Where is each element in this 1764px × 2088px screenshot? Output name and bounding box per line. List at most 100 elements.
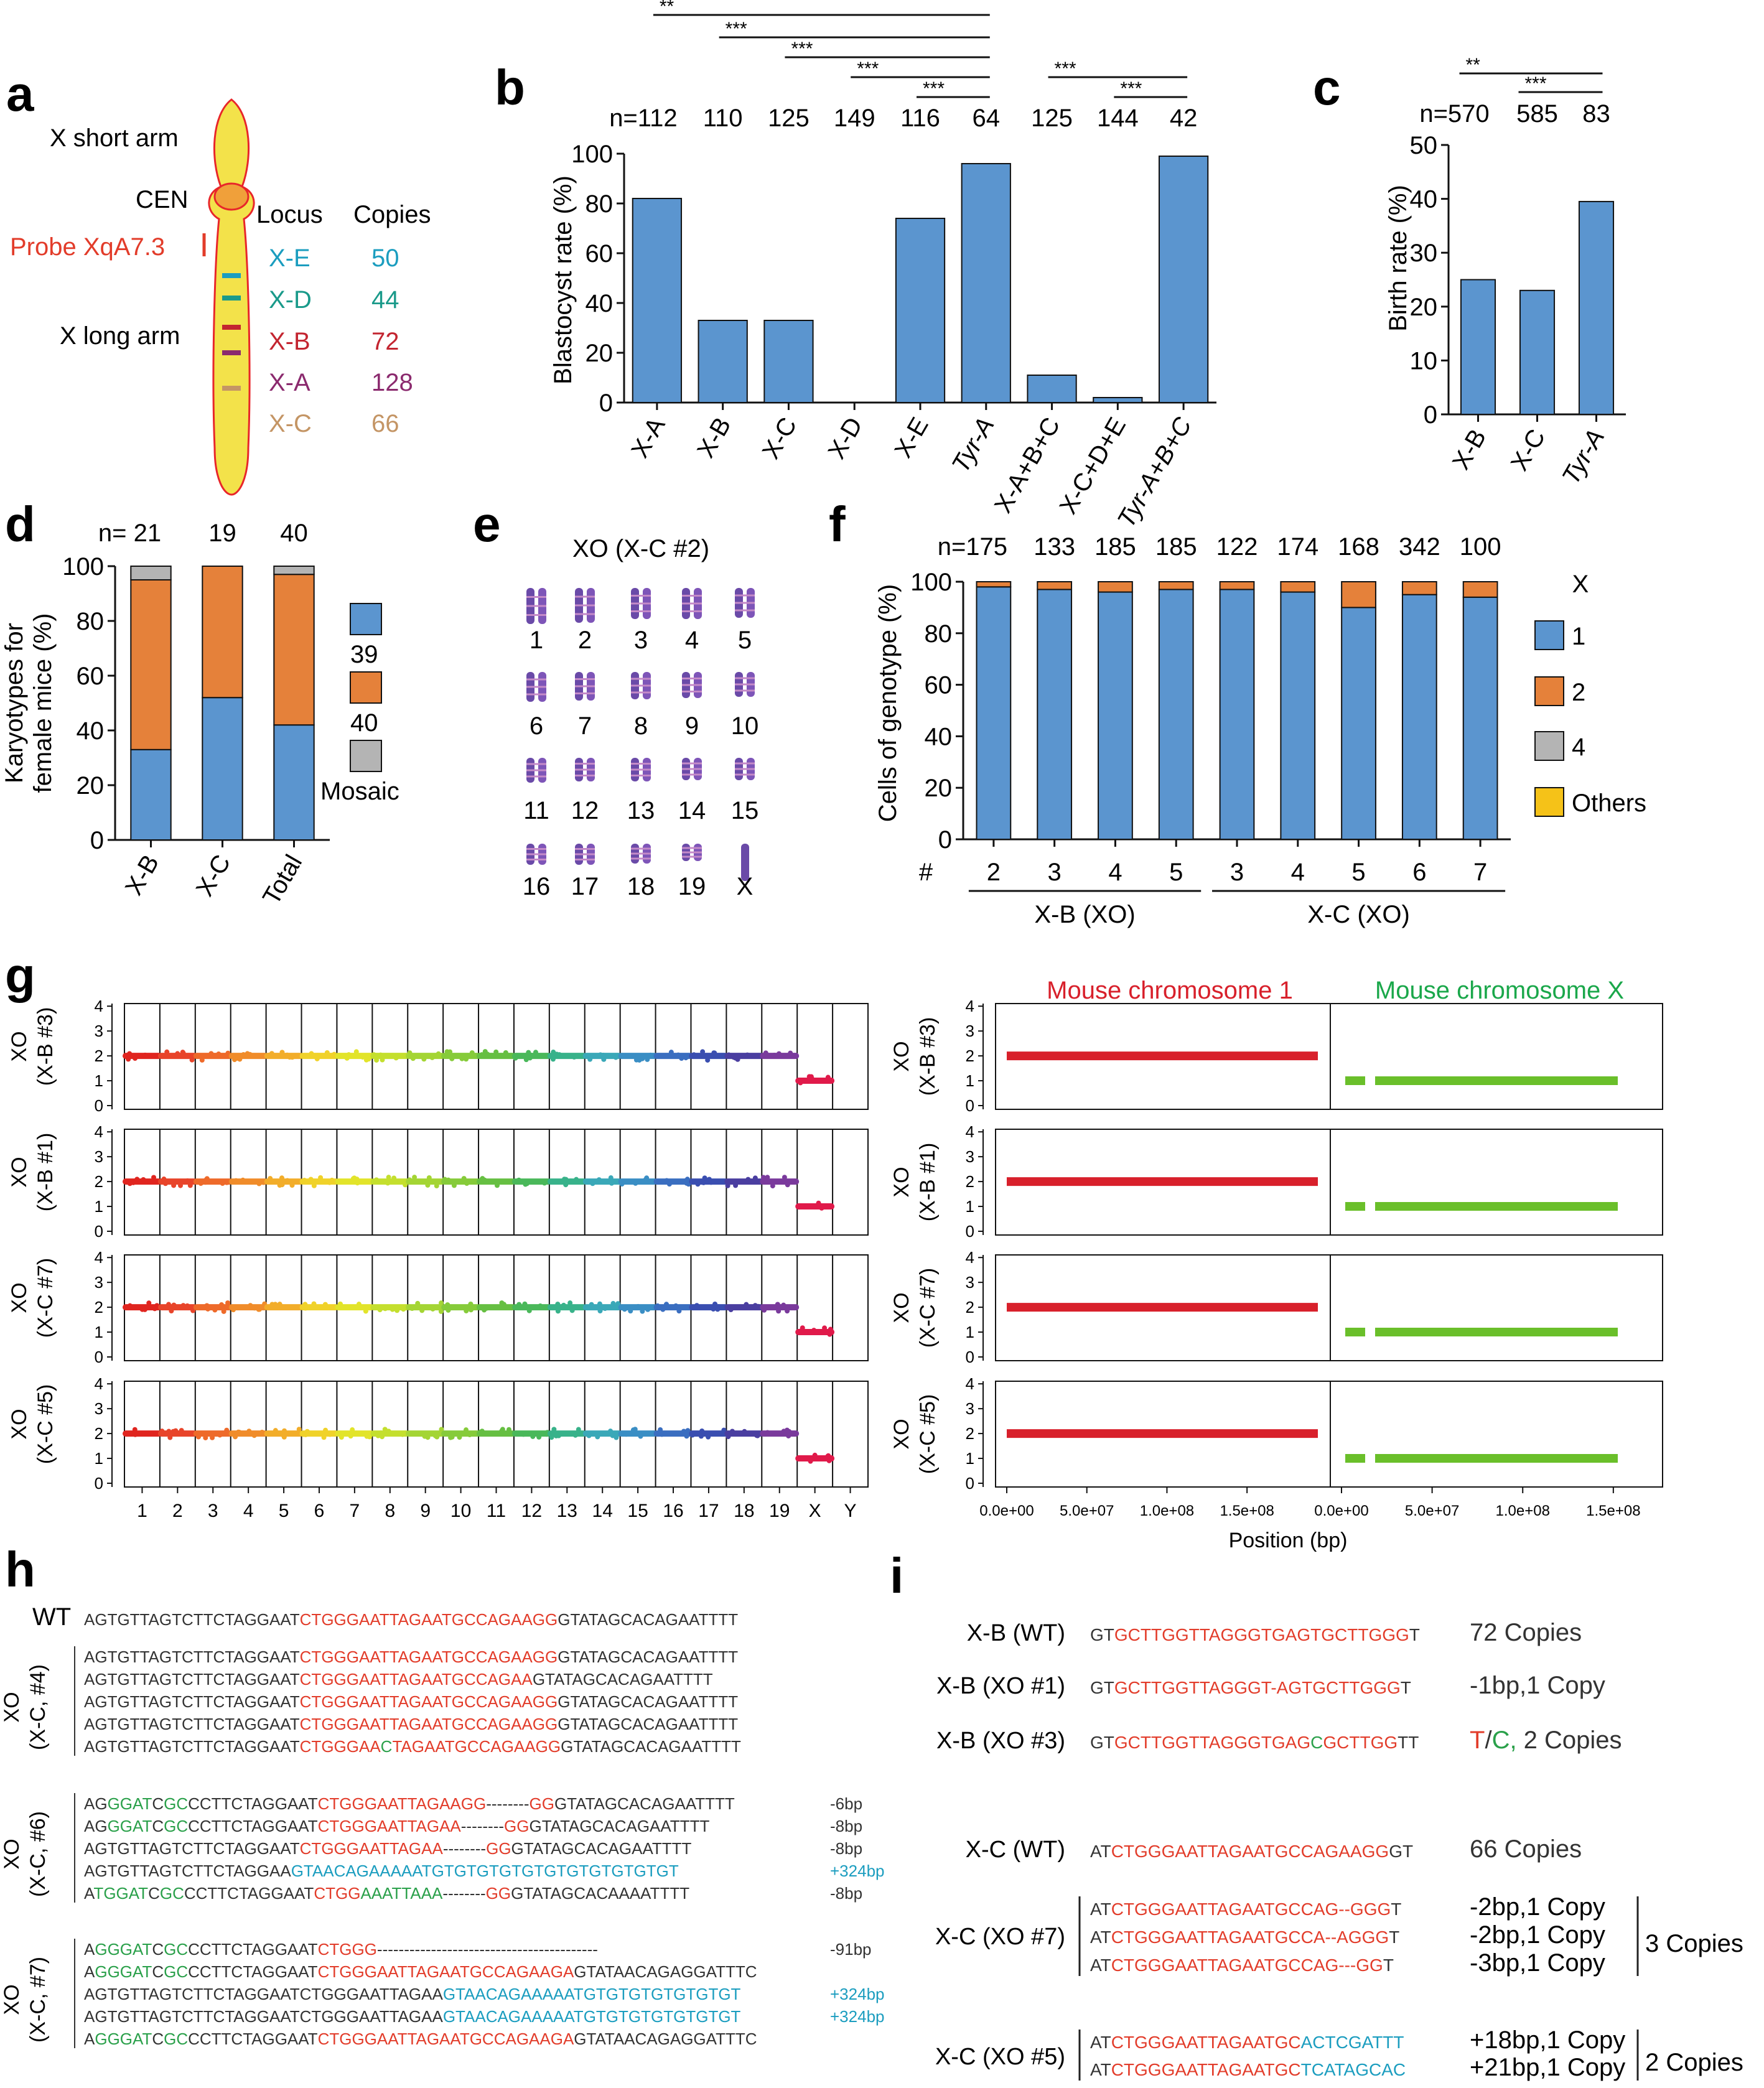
sequence-segment: GTATAACAGAGGATTTC (574, 2030, 757, 2048)
y-tick-label: 1 (966, 1071, 974, 1090)
y-tick-label: 2 (966, 1172, 974, 1191)
copy-number-point (613, 1055, 618, 1060)
sequence-segment: CTGGGAATTAGAATGCCAG--GGG (1111, 1899, 1391, 1919)
mutant-sequence: AGTGTTAGTCTTCTAGGAATCTGGGAATTAGAATGCCAGA… (84, 1648, 738, 1666)
copy-number-point (318, 1175, 324, 1180)
copy-number-point (673, 1303, 679, 1308)
group-label-line1: XO (0, 1984, 24, 2015)
copy-number-point (216, 1051, 222, 1057)
copy-number-point (728, 1307, 734, 1313)
y-tick-label: 1 (95, 1449, 103, 1468)
copy-number-point (608, 1175, 614, 1181)
sequence-segment: AGTGTTAGTCTTCTAGGAA (84, 1862, 291, 1880)
legend-label: Others (1572, 790, 1646, 817)
copy-number-point (633, 1180, 638, 1186)
copy-number-point (399, 1432, 405, 1437)
copy-number-point (640, 1056, 645, 1061)
sequence-segment: T (1383, 1955, 1394, 1975)
sequence-segment: GC (164, 1962, 188, 1981)
y-tick-label: 40 (77, 717, 105, 745)
copy-number-point (671, 1053, 676, 1058)
copy-number-point (638, 1433, 643, 1439)
chromosome-tick-label: 13 (557, 1501, 577, 1521)
copy-number-point (752, 1175, 758, 1181)
y-tick-label: 3 (95, 1273, 103, 1292)
copy-number-point (531, 1305, 536, 1310)
chromosome-label: 17 (571, 873, 599, 900)
copy-number-point (390, 1053, 396, 1058)
probe-label: Probe XqA7.3 (10, 233, 165, 261)
copy-number-point (608, 1429, 614, 1434)
copy-number-point (241, 1052, 246, 1058)
legend-label: 4 (1572, 734, 1585, 761)
copy-number-point (410, 1056, 416, 1061)
sequence-segment: CTGGGAATTAGAATGCCAGAAGG (300, 1715, 558, 1733)
sequence-segment: AGTGTTAGTCTTCTAGGAAT (84, 1839, 300, 1858)
mouse-number: 5 (1169, 859, 1183, 886)
group-label-line1: XO (0, 1692, 24, 1722)
copy-number-point (171, 1302, 177, 1308)
copy-number-point (141, 1430, 146, 1436)
mutation-note: +324bp (830, 2007, 884, 2026)
sequence-segment: A (84, 2030, 95, 2048)
y-tick-label: 3 (95, 1022, 103, 1040)
y-tick-label: 0 (95, 1474, 103, 1493)
copy-number-point (352, 1175, 357, 1181)
n-count: 168 (1338, 533, 1379, 561)
xo7-total: 3 Copies (1645, 1930, 1743, 1957)
sequence-segment: CTTCTAGGAAT (200, 1817, 318, 1835)
allele-sequence: GTGCTTGGTTAGGGTGAGCGCTTGGTT (1090, 1733, 1419, 1752)
copy-number-point (477, 1429, 483, 1435)
chromosome-tick-label: 7 (350, 1501, 360, 1521)
x-category-label: X-B (1447, 425, 1491, 475)
allele-sequence: GTGCTTGGTTAGGGTGAGTGCTTGGGT (1090, 1625, 1420, 1644)
sequence-segment: ACTCGATTT (1301, 2033, 1404, 2052)
panel-f-ylabel: Cells of genotype (%) (874, 584, 902, 822)
copy-number-point (391, 1175, 397, 1181)
copy-number-point (614, 1435, 619, 1440)
xo7-note: -2bp,1 Copy (1470, 1893, 1605, 1921)
position-tick-label: 1.5e+08 (1220, 1503, 1274, 1519)
bar (632, 198, 683, 403)
copy-number-point (819, 1205, 824, 1211)
sequence-segment: -------- (461, 1817, 504, 1835)
y-tick-label: 4 (966, 1248, 974, 1267)
sequence-segment: GTATAACAGAGGATTTC (574, 1962, 757, 1981)
chromosome-tick-label: X (809, 1501, 821, 1521)
copy-number-point (281, 1428, 287, 1433)
chromosome-label: 19 (678, 873, 706, 900)
copy-number-point (726, 1434, 731, 1440)
sequence-segment: GG (529, 1794, 554, 1813)
copy-number-point (702, 1175, 707, 1181)
y-tick-label: 0 (95, 1096, 103, 1115)
bar-segment (130, 566, 172, 580)
copy-number-point (542, 1180, 548, 1186)
copy-number-point (706, 1434, 711, 1440)
copy-number-point (287, 1055, 292, 1060)
copy-number-point (164, 1049, 170, 1055)
bar-segment (1098, 581, 1133, 593)
copy-number-point (799, 1328, 805, 1333)
copy-number-point (655, 1303, 660, 1308)
copy-number-point (615, 1301, 621, 1307)
y-tick-label: 80 (77, 608, 105, 635)
copy-number-point (442, 1432, 447, 1437)
y-tick-label: 0 (95, 1348, 103, 1366)
copy-number-point (279, 1182, 285, 1188)
copy-number-point (430, 1306, 436, 1312)
copy-number-point (712, 1301, 718, 1307)
copy-number-point (628, 1308, 633, 1314)
copy-number-point (816, 1200, 821, 1206)
chromosome-label: 6 (530, 712, 543, 740)
copy-number-point (426, 1175, 432, 1180)
hash-label: # (919, 859, 933, 886)
locus-name: X-E (269, 245, 310, 272)
copy-number-point (555, 1302, 561, 1307)
n-count: n= 21 (98, 520, 161, 547)
mutation-note: -6bp (830, 1794, 862, 1813)
sequence-segment: CTGGGAATTAGAAGG (318, 1794, 487, 1813)
copy-number-point (786, 1429, 792, 1434)
panel-f-label: f (829, 496, 846, 552)
copy-number-point (304, 1429, 310, 1434)
xo5-label: X-C (XO #5) (935, 2044, 1065, 2070)
